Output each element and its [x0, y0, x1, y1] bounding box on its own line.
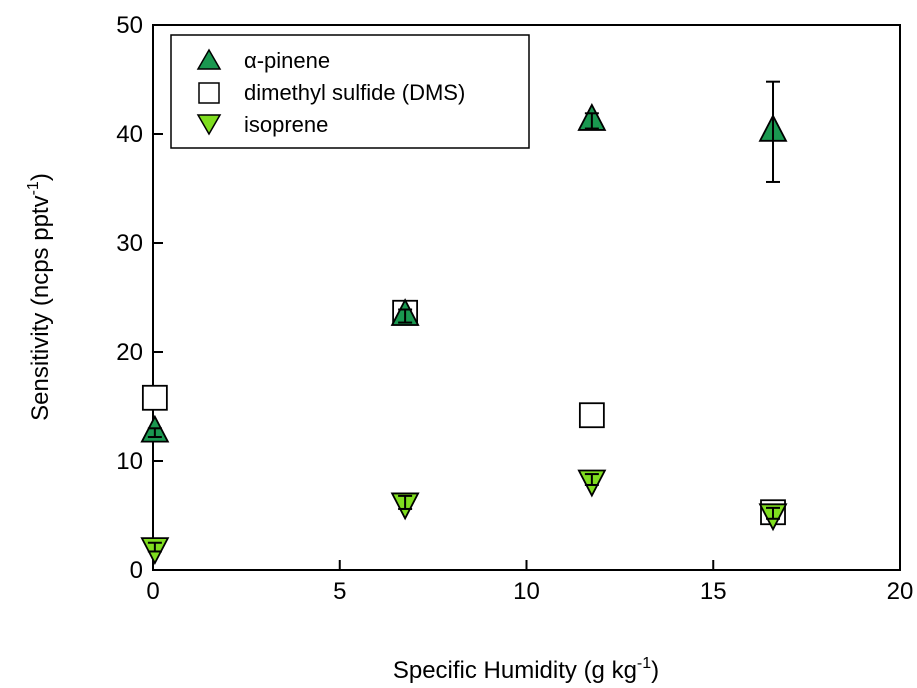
legend: α-pinene dimethyl sulfide (DMS) isoprene	[170, 34, 530, 149]
y-tick-label: 20	[116, 339, 143, 366]
point-dimethyl-sulfide-dms	[141, 384, 168, 411]
axis-ticks: 0 5 10 15 20 0 10 20 30 40 50	[116, 12, 913, 605]
legend-marker-isoprene	[196, 114, 222, 136]
y-axis-title-close: )	[27, 173, 54, 181]
x-tick-label: 10	[513, 578, 540, 605]
x-tick-label: 15	[700, 578, 727, 605]
legend-label-dms: dimethyl sulfide (DMS)	[244, 80, 465, 105]
legend-label-alpha-pinene: α-pinene	[244, 48, 330, 73]
x-tick-label: 20	[887, 578, 914, 605]
y-axis-title-sup: -1	[25, 181, 42, 195]
legend-marker-alpha-pinene	[196, 48, 222, 70]
y-tick-label: 50	[116, 12, 143, 39]
y-tick-label: 0	[130, 557, 143, 584]
legend-marker-dms	[198, 82, 220, 104]
x-axis-title-main: Specific Humidity (g kg	[393, 657, 637, 684]
x-axis-title-sup: -1	[637, 655, 651, 672]
y-tick-label: 40	[116, 121, 143, 148]
legend-label-isoprene: isoprene	[244, 112, 328, 137]
legend-box	[170, 34, 530, 149]
y-tick-label: 10	[116, 448, 143, 475]
data-marks	[140, 80, 788, 566]
x-tick-label: 0	[146, 578, 159, 605]
x-tick-label: 5	[333, 578, 346, 605]
y-tick-label: 30	[116, 230, 143, 257]
x-axis-title-close: )	[651, 657, 659, 684]
x-axis-title: Specific Humidity (g kg-1)	[393, 655, 659, 684]
point-dimethyl-sulfide-dms	[578, 402, 605, 429]
y-axis-title-main: Sensitivity (ncps pptv	[27, 195, 54, 420]
y-axis-title: Sensitivity (ncps pptv-1)	[25, 173, 54, 421]
